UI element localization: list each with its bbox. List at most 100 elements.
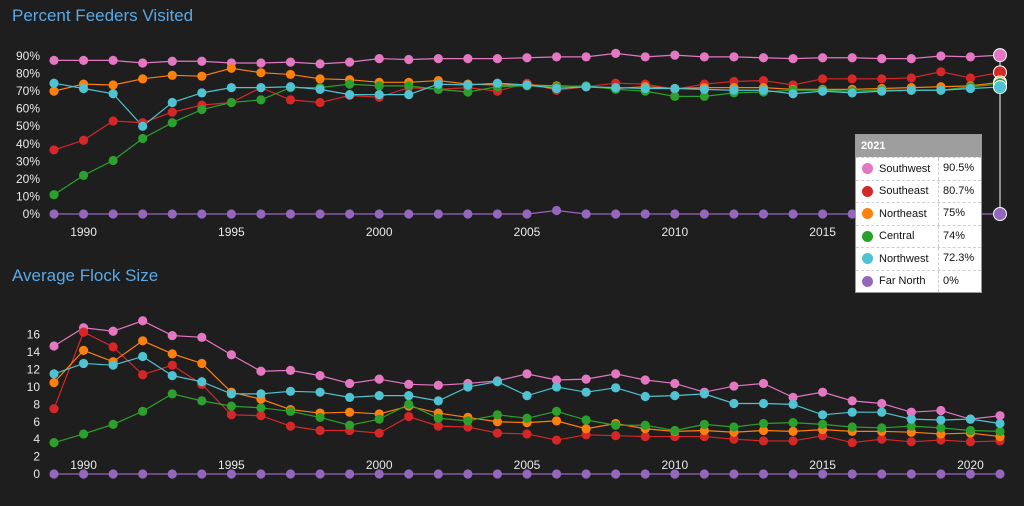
- feeders-point-southeast[interactable]: [108, 116, 118, 126]
- feeders-point-central[interactable]: [226, 97, 236, 108]
- feeders-point-northwest[interactable]: [965, 83, 976, 94]
- feeders-point-southwest[interactable]: [285, 57, 296, 67]
- flock-point-southeast[interactable]: [138, 370, 148, 380]
- flock-point-northwest[interactable]: [197, 377, 207, 387]
- flock-point-central[interactable]: [78, 429, 89, 439]
- flock-point-central[interactable]: [758, 418, 769, 429]
- flock-point-southwest[interactable]: [995, 411, 1005, 421]
- feeders-point-southeast[interactable]: [78, 135, 89, 145]
- feeders-point-southwest[interactable]: [818, 53, 828, 63]
- feeders-point-northwest[interactable]: [993, 80, 1007, 95]
- flock-point-far-north[interactable]: [788, 469, 798, 479]
- flock-point-northeast[interactable]: [197, 358, 207, 369]
- flock-point-far-north[interactable]: [995, 469, 1005, 479]
- flock-point-southwest[interactable]: [285, 365, 296, 375]
- flock-point-far-north[interactable]: [758, 469, 769, 479]
- flock-point-southeast[interactable]: [906, 437, 916, 447]
- flock-point-central[interactable]: [995, 426, 1005, 436]
- feeders-point-far-north[interactable]: [138, 209, 148, 219]
- flock-point-southeast[interactable]: [551, 435, 562, 445]
- flock-point-central[interactable]: [936, 423, 946, 433]
- flock-point-far-north[interactable]: [699, 469, 709, 479]
- feeders-point-southwest[interactable]: [138, 58, 148, 68]
- flock-point-southeast[interactable]: [847, 438, 857, 448]
- feeders-point-far-north[interactable]: [847, 209, 857, 219]
- flock-point-southwest[interactable]: [138, 316, 148, 326]
- flock-point-central[interactable]: [256, 403, 266, 413]
- flock-point-central[interactable]: [315, 412, 325, 423]
- flock-point-central[interactable]: [138, 406, 148, 416]
- feeders-point-northwest[interactable]: [108, 89, 118, 99]
- flock-point-far-north[interactable]: [492, 469, 503, 479]
- feeders-point-central[interactable]: [138, 133, 148, 144]
- flock-point-southwest[interactable]: [551, 375, 562, 385]
- flock-point-far-north[interactable]: [167, 469, 177, 479]
- flock-point-northwest[interactable]: [433, 396, 443, 406]
- flock-point-northwest[interactable]: [965, 414, 976, 424]
- flock-point-southwest[interactable]: [611, 369, 621, 379]
- flock-point-central[interactable]: [877, 423, 887, 433]
- flock-point-central[interactable]: [670, 425, 680, 436]
- feeders-point-far-north[interactable]: [78, 209, 89, 219]
- feeders-point-southwest[interactable]: [611, 48, 621, 58]
- flock-point-southwest[interactable]: [758, 378, 769, 389]
- feeders-point-southwest[interactable]: [965, 52, 976, 62]
- feeders-point-northeast[interactable]: [138, 74, 148, 84]
- flock-point-southeast[interactable]: [226, 410, 236, 420]
- flock-point-far-north[interactable]: [847, 469, 857, 479]
- flock-point-northwest[interactable]: [404, 391, 414, 401]
- flock-point-southwest[interactable]: [877, 398, 887, 409]
- flock-point-southwest[interactable]: [374, 374, 384, 384]
- feeders-point-far-north[interactable]: [788, 209, 798, 219]
- flock-point-central[interactable]: [404, 399, 414, 409]
- flock-point-southwest[interactable]: [167, 330, 177, 341]
- feeders-point-northeast[interactable]: [226, 63, 236, 73]
- flock-point-southwest[interactable]: [256, 366, 266, 376]
- feeders-point-southeast[interactable]: [847, 74, 857, 84]
- flock-point-southwest[interactable]: [433, 380, 443, 390]
- feeders-point-southeast[interactable]: [49, 145, 59, 155]
- feeders-point-northwest[interactable]: [729, 85, 739, 95]
- flock-point-southeast[interactable]: [404, 411, 414, 422]
- feeders-point-far-north[interactable]: [345, 209, 355, 219]
- feeders-point-southwest[interactable]: [936, 51, 946, 61]
- flock-chart[interactable]: 0 2 4 6 8 10 12 14 16 1990 1995 2000 2005 2010 2015 202…: [0, 266, 1024, 506]
- flock-point-far-north[interactable]: [197, 469, 207, 479]
- feeders-point-northwest[interactable]: [847, 88, 857, 98]
- feeders-point-northwest[interactable]: [463, 80, 473, 90]
- flock-point-southeast[interactable]: [433, 421, 443, 431]
- flock-point-far-north[interactable]: [404, 469, 414, 479]
- flock-point-southwest[interactable]: [936, 405, 946, 416]
- feeders-point-far-north[interactable]: [374, 209, 384, 219]
- flock-point-far-north[interactable]: [138, 469, 148, 479]
- flock-point-northwest[interactable]: [995, 418, 1005, 429]
- feeders-point-southwest[interactable]: [197, 56, 207, 66]
- flock-point-northeast[interactable]: [551, 416, 562, 426]
- feeders-point-southwest[interactable]: [49, 55, 59, 65]
- feeders-point-northeast[interactable]: [315, 74, 325, 84]
- flock-point-northwest[interactable]: [49, 369, 59, 379]
- feeders-point-northwest[interactable]: [906, 85, 916, 95]
- feeders-point-far-north[interactable]: [551, 205, 562, 216]
- flock-point-southwest[interactable]: [197, 332, 207, 342]
- flock-point-far-north[interactable]: [670, 469, 680, 479]
- flock-point-far-north[interactable]: [463, 469, 473, 479]
- feeders-point-far-north[interactable]: [670, 209, 680, 219]
- feeders-point-northwest[interactable]: [138, 121, 148, 131]
- flock-point-central[interactable]: [818, 419, 828, 429]
- flock-point-northwest[interactable]: [818, 410, 828, 420]
- flock-point-southwest[interactable]: [108, 326, 118, 336]
- feeders-point-central[interactable]: [345, 79, 355, 89]
- flock-point-southeast[interactable]: [492, 428, 503, 438]
- flock-point-northeast[interactable]: [581, 424, 591, 434]
- feeders-point-northwest[interactable]: [611, 83, 621, 93]
- flock-point-northeast[interactable]: [49, 377, 59, 388]
- feeders-chart[interactable]: 0% 10% 20% 30% 40% 50% 60% 70% 80% 90% 1990 1995 200…: [0, 0, 1024, 240]
- flock-point-southwest[interactable]: [522, 369, 532, 379]
- feeders-point-southwest[interactable]: [551, 52, 562, 62]
- feeders-point-southwest[interactable]: [729, 52, 739, 62]
- feeders-point-southeast[interactable]: [315, 97, 325, 108]
- flock-point-southwest[interactable]: [345, 378, 355, 389]
- feeders-point-far-north[interactable]: [492, 209, 503, 219]
- flock-point-far-north[interactable]: [374, 469, 384, 479]
